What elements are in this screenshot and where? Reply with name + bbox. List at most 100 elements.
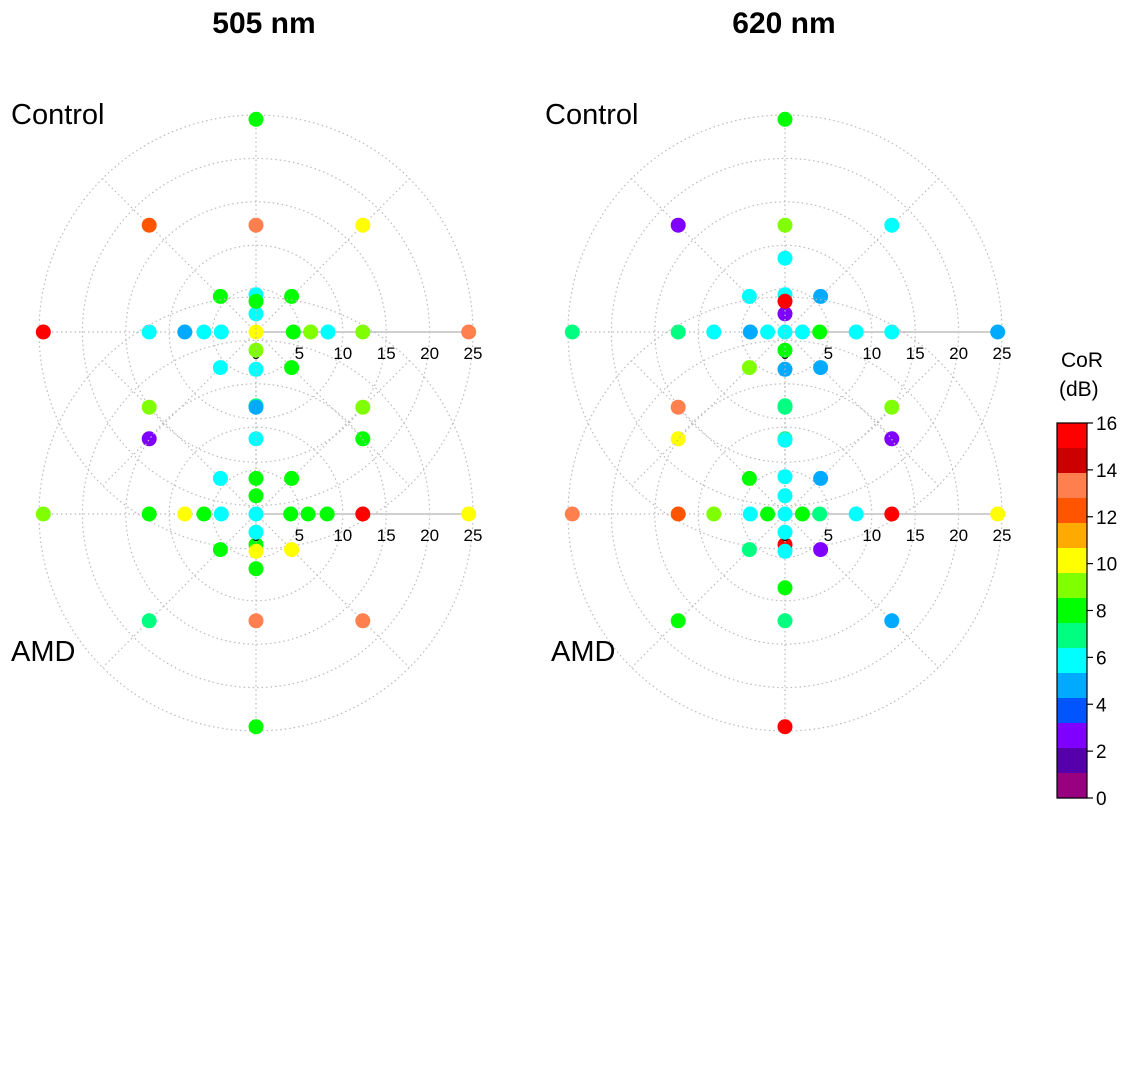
data-point xyxy=(794,506,810,522)
data-point xyxy=(284,288,300,304)
data-point xyxy=(777,432,793,448)
data-point xyxy=(248,111,264,127)
data-point xyxy=(670,217,686,233)
data-point xyxy=(706,506,722,522)
data-point xyxy=(141,217,157,233)
data-point xyxy=(355,217,371,233)
data-point xyxy=(177,324,193,340)
data-point xyxy=(813,470,829,486)
r-tick-label: 25 xyxy=(993,526,1012,545)
data-point xyxy=(284,360,300,376)
data-point xyxy=(248,431,264,447)
data-point xyxy=(848,506,864,522)
data-point xyxy=(777,580,793,596)
grid-spoke xyxy=(255,360,410,515)
grid-spoke xyxy=(255,331,410,486)
r-tick-label: 10 xyxy=(862,526,881,545)
data-point xyxy=(141,399,157,415)
colorbar-band xyxy=(1057,648,1087,674)
colorbar-tick-label: 0 xyxy=(1096,789,1107,810)
colorbar-band xyxy=(1057,573,1087,599)
polar-panel-amd-505: AMD 0510152025 xyxy=(11,293,482,735)
grid-spoke xyxy=(631,360,786,515)
data-point xyxy=(285,324,301,340)
panel-title: AMD xyxy=(551,636,615,668)
colorbar: CoR (dB) 16 14 12 10 8 6 4 2 0 xyxy=(1056,349,1118,810)
data-point xyxy=(212,470,228,486)
r-tick-label: 20 xyxy=(949,526,968,545)
data-point xyxy=(670,399,686,415)
data-point xyxy=(812,324,828,340)
r-tick-label: 5 xyxy=(824,344,833,363)
data-point xyxy=(990,324,1006,340)
data-point xyxy=(248,543,264,559)
data-point xyxy=(284,470,300,486)
data-point xyxy=(212,288,228,304)
data-point xyxy=(248,470,264,486)
data-point xyxy=(319,506,335,522)
r-tick-label: 10 xyxy=(333,344,352,363)
data-point xyxy=(777,613,793,629)
data-point xyxy=(670,431,686,447)
data-point xyxy=(248,488,264,504)
data-point xyxy=(303,324,319,340)
colorbar-band xyxy=(1057,673,1087,699)
colorbar-tick-label: 10 xyxy=(1096,555,1117,576)
r-tick-label: 25 xyxy=(464,344,483,363)
r-tick-label: 10 xyxy=(333,526,352,545)
colorbar-label-line2: (dB) xyxy=(1059,378,1099,401)
data-point xyxy=(741,542,757,558)
data-point xyxy=(248,506,264,522)
data-point xyxy=(461,324,477,340)
data-point xyxy=(848,324,864,340)
r-tick-label: 25 xyxy=(993,344,1012,363)
data-point xyxy=(884,613,900,629)
grid-spoke xyxy=(255,513,410,668)
colorbar-band xyxy=(1057,423,1087,449)
data-point xyxy=(742,324,758,340)
data-point xyxy=(777,217,793,233)
data-point xyxy=(884,506,900,522)
colorbar-band xyxy=(1057,548,1087,574)
data-point xyxy=(760,506,776,522)
colorbar-band xyxy=(1057,473,1087,499)
data-point xyxy=(670,324,686,340)
data-point xyxy=(213,506,229,522)
colorbar-tick-label: 16 xyxy=(1096,414,1117,435)
data-point xyxy=(812,506,828,522)
data-point xyxy=(212,360,228,376)
data-point xyxy=(177,506,193,522)
r-tick-label: 15 xyxy=(377,344,396,363)
data-point xyxy=(777,399,793,415)
data-point xyxy=(248,306,264,322)
r-tick-label: 15 xyxy=(906,526,925,545)
polar-panel-control-505: Control 0510152025 xyxy=(11,99,483,553)
colorbar-band xyxy=(1057,698,1087,724)
data-point xyxy=(777,324,793,340)
colorbar-band xyxy=(1057,523,1087,549)
data-point xyxy=(248,399,264,415)
data-point xyxy=(706,324,722,340)
data-point xyxy=(670,506,686,522)
data-point xyxy=(248,293,264,309)
data-point xyxy=(777,306,793,322)
data-point xyxy=(355,431,371,447)
data-point xyxy=(884,217,900,233)
colorbar-band xyxy=(1057,773,1087,799)
r-tick-label: 20 xyxy=(949,344,968,363)
data-point xyxy=(564,506,580,522)
polar-panel-control-620: Control 0510152025 xyxy=(545,99,1012,553)
colorbar-band xyxy=(1057,498,1087,524)
data-point xyxy=(777,111,793,127)
grid-spoke xyxy=(102,178,257,333)
grid-spoke xyxy=(784,513,939,668)
data-point xyxy=(35,324,51,340)
colorbar-tick-label: 4 xyxy=(1096,695,1107,716)
data-point xyxy=(212,542,228,558)
r-tick-label: 15 xyxy=(906,344,925,363)
panel-title: AMD xyxy=(11,636,75,668)
column-title-620: 620 nm xyxy=(732,7,835,40)
data-point xyxy=(213,324,229,340)
data-point xyxy=(777,250,793,266)
data-point xyxy=(777,719,793,735)
